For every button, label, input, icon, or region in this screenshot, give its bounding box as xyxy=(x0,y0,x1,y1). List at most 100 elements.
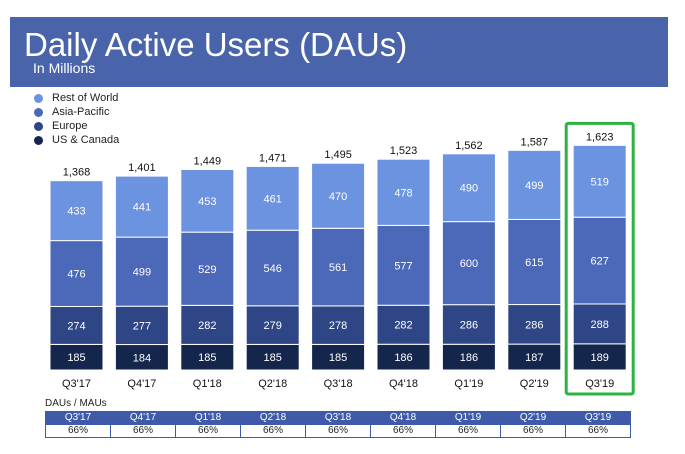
data-label: 490 xyxy=(460,183,478,195)
data-label: 282 xyxy=(394,320,412,332)
chart-subtitle: In Millions xyxy=(33,60,96,76)
data-label: 277 xyxy=(133,320,151,332)
data-label: 519 xyxy=(591,176,609,188)
dau-mau-quarter: Q2'19 xyxy=(500,411,566,425)
bar-segment-europe xyxy=(311,305,366,345)
data-label: 288 xyxy=(591,319,609,331)
data-label: 286 xyxy=(525,319,543,331)
dau-mau-quarter: Q3'17 xyxy=(45,411,111,425)
dau-mau-quarter: Q1'19 xyxy=(435,411,501,425)
dau-stacked-bar-chart: 185 274 476 433 1,368 Q3'17 184 277 499 441 1,401 Q… xyxy=(49,121,635,396)
data-label: 499 xyxy=(133,267,151,279)
category-label: Q1'19 xyxy=(454,378,483,390)
total-label: 1,401 xyxy=(128,162,156,174)
data-label: 476 xyxy=(67,269,85,281)
bar-segment-rest-of-world xyxy=(572,144,627,218)
dau-mau-label: DAUs / MAUs xyxy=(45,398,107,409)
dau-mau-value: 66% xyxy=(240,424,306,438)
bar-segment-rest-of-world xyxy=(114,175,169,238)
legend-item-europe: Europe xyxy=(34,119,119,133)
data-label: 185 xyxy=(67,352,85,364)
chart-title: Daily Active Users (DAUs) xyxy=(24,26,408,63)
bar-segment-europe xyxy=(180,304,235,345)
category-label: Q4'18 xyxy=(389,378,418,390)
data-label: 282 xyxy=(198,320,216,332)
legend-swatch-europe xyxy=(34,121,43,131)
data-label: 441 xyxy=(133,202,151,214)
bar-segment-europe xyxy=(441,304,496,345)
data-label: 185 xyxy=(264,352,282,364)
data-label: 627 xyxy=(591,256,609,268)
data-label: 615 xyxy=(525,257,543,269)
bar-segment-europe xyxy=(49,305,104,345)
dau-mau-quarter: Q4'18 xyxy=(370,411,436,425)
data-label: 577 xyxy=(394,260,412,272)
bar-segment-asia-pacific xyxy=(114,236,169,307)
category-label: Q2'19 xyxy=(520,378,549,390)
data-label: 561 xyxy=(329,262,347,274)
bar-segment-us-canada xyxy=(114,344,169,371)
legend-swatch-rest-of-world xyxy=(34,93,43,103)
dau-mau-quarter: Q2'18 xyxy=(240,411,306,425)
title-banner xyxy=(10,17,668,87)
dau-mau-value: 66% xyxy=(370,424,436,438)
bar-segment-rest-of-world xyxy=(245,165,300,231)
data-label: 286 xyxy=(460,319,478,331)
dau-mau-value: 66% xyxy=(175,424,241,438)
bar-segment-us-canada xyxy=(245,343,300,371)
bar-segment-asia-pacific xyxy=(311,227,366,307)
bar-segment-europe xyxy=(572,303,627,345)
dau-mau-value: 66% xyxy=(500,424,566,438)
data-label: 279 xyxy=(264,320,282,332)
legend-item-rest-of-world: Rest of World xyxy=(34,91,119,105)
legend-label: Asia-Pacific xyxy=(52,106,110,118)
dau-mau-quarter: Q3'18 xyxy=(305,411,371,425)
dau-mau-quarter: Q1'18 xyxy=(175,411,241,425)
data-label: 185 xyxy=(198,352,216,364)
legend-swatch-us-canada xyxy=(34,135,43,145)
dau-mau-value: 66% xyxy=(565,424,631,438)
legend-label: Europe xyxy=(52,120,88,132)
data-label: 189 xyxy=(591,352,609,364)
total-label: 1,368 xyxy=(63,167,91,179)
category-label: Q2'18 xyxy=(258,378,287,390)
data-label: 546 xyxy=(264,263,282,275)
data-label: 278 xyxy=(329,320,347,332)
bar-segment-rest-of-world xyxy=(311,162,366,229)
bar-segment-asia-pacific xyxy=(572,216,627,305)
data-label: 187 xyxy=(525,352,543,364)
total-label: 1,562 xyxy=(455,140,483,152)
highlight-box xyxy=(564,121,635,396)
legend-label: US & Canada xyxy=(52,134,120,146)
bar-segment-europe xyxy=(245,305,300,345)
dau-mau-value-row: 66% 66% 66% 66% 66% 66% 66% 66% 66% xyxy=(45,424,631,438)
data-label: 274 xyxy=(67,320,85,332)
data-label: 478 xyxy=(394,187,412,199)
legend-label: Rest of World xyxy=(52,92,119,104)
bar-segment-asia-pacific xyxy=(180,231,235,306)
dau-mau-value: 66% xyxy=(45,424,111,438)
bar-segment-asia-pacific xyxy=(376,224,431,306)
legend-item-asia-pacific: Asia-Pacific xyxy=(34,105,119,119)
data-label: 433 xyxy=(67,206,85,218)
data-label: 453 xyxy=(198,196,216,208)
dau-mau-value: 66% xyxy=(435,424,501,438)
dau-mau-table-wrap: DAUs / MAUs Q3'17 Q4'17 Q1'18 Q2'18 Q3'1… xyxy=(45,397,631,438)
data-label: 470 xyxy=(329,191,347,203)
bar-segment-rest-of-world xyxy=(49,180,104,242)
data-label: 499 xyxy=(525,180,543,192)
category-label: Q3'18 xyxy=(324,378,353,390)
data-label: 186 xyxy=(394,352,412,364)
total-label: 1,449 xyxy=(194,155,222,167)
data-label: 600 xyxy=(460,258,478,270)
chart-legend: Rest of World Asia-Pacific Europe US & C… xyxy=(34,91,119,147)
bar-segment-us-canada xyxy=(180,343,235,371)
bar-segment-rest-of-world xyxy=(180,168,235,233)
legend-item-us-canada: US & Canada xyxy=(34,133,119,147)
total-label: 1,587 xyxy=(521,136,549,148)
bar-segment-europe xyxy=(114,305,169,346)
total-label: 1,495 xyxy=(324,149,352,161)
bar-segment-rest-of-world xyxy=(376,158,431,226)
legend-swatch-asia-pacific xyxy=(34,107,43,117)
bar-segment-europe xyxy=(376,304,431,345)
